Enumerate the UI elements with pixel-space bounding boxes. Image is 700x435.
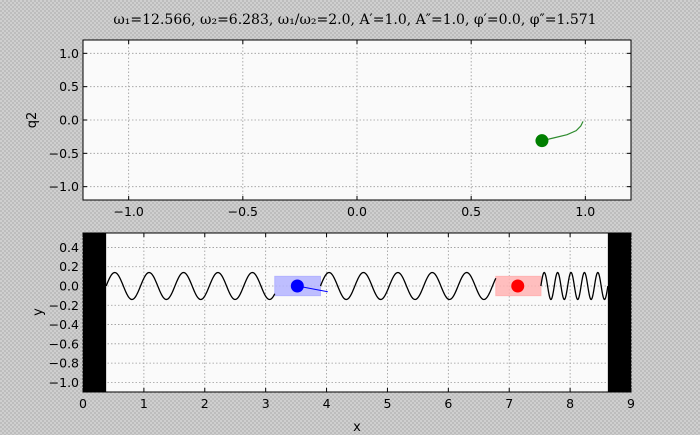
y-tick-label: −0.6	[49, 336, 79, 351]
spring-plot: 0 1 2 3 4 5 6 7 8 90.40.20.0−0.2−0.4−0.6−0.8−1.0 …	[31, 232, 635, 435]
x-tick-label: 9	[627, 396, 635, 411]
y-tick-label: 0.4	[59, 240, 79, 255]
y-tick-label: −0.4	[49, 317, 79, 332]
y-tick-label: −0.8	[49, 356, 79, 371]
spring-1	[105, 271, 276, 301]
x-tick-label: 6	[444, 396, 452, 411]
x-tick-label: −1.0	[113, 204, 143, 219]
x-tick-label: 7	[505, 396, 513, 411]
y-tick-label: 0.0	[59, 279, 79, 294]
x-tick-label: 0.5	[461, 204, 481, 219]
x-tick-label: 4	[323, 396, 331, 411]
y-tick-label: 0.2	[59, 259, 79, 274]
y-tick-label: −0.2	[49, 298, 79, 313]
phase-point	[535, 134, 549, 148]
left-wall	[83, 233, 107, 392]
spring-3	[540, 271, 609, 301]
spring-plot-ylabel: y	[31, 308, 46, 316]
phase-plot-ylabel: q2	[25, 112, 40, 129]
x-tick-label: 1.0	[575, 204, 595, 219]
y-tick-label: −0.5	[49, 146, 79, 161]
y-tick-label: −1.0	[49, 179, 79, 194]
x-tick-label: 2	[201, 396, 209, 411]
x-tick-label: −0.5	[228, 204, 258, 219]
x-tick-label: 8	[566, 396, 574, 411]
y-tick-label: −1.0	[49, 375, 79, 390]
x-tick-label: 1	[140, 396, 148, 411]
trajectory-trail	[541, 121, 584, 142]
spring-2	[319, 271, 497, 301]
chart-title: ω₁=12.566, ω₂=6.283, ω₁/ω₂=2.0, A′=1.0, …	[113, 12, 596, 28]
spring-plot-area	[82, 232, 632, 393]
mass-2	[511, 279, 525, 293]
x-tick-label: 0.0	[347, 204, 367, 219]
x-tick-label: 0	[79, 396, 87, 411]
y-tick-label: 0.0	[59, 113, 79, 128]
y-tick-label: 1.0	[59, 46, 79, 61]
x-tick-label: 5	[383, 396, 391, 411]
spring-plot-xlabel: x	[353, 420, 361, 435]
y-tick-label: 0.5	[59, 79, 79, 94]
mass-1	[290, 279, 304, 293]
right-wall	[607, 233, 631, 392]
x-tick-label: 3	[262, 396, 270, 411]
phase-plot: −1.0 −0.5 0.0 0.5 1.0 1.0 0.5 0.0 −0.5 −1.0 q2	[25, 39, 632, 219]
